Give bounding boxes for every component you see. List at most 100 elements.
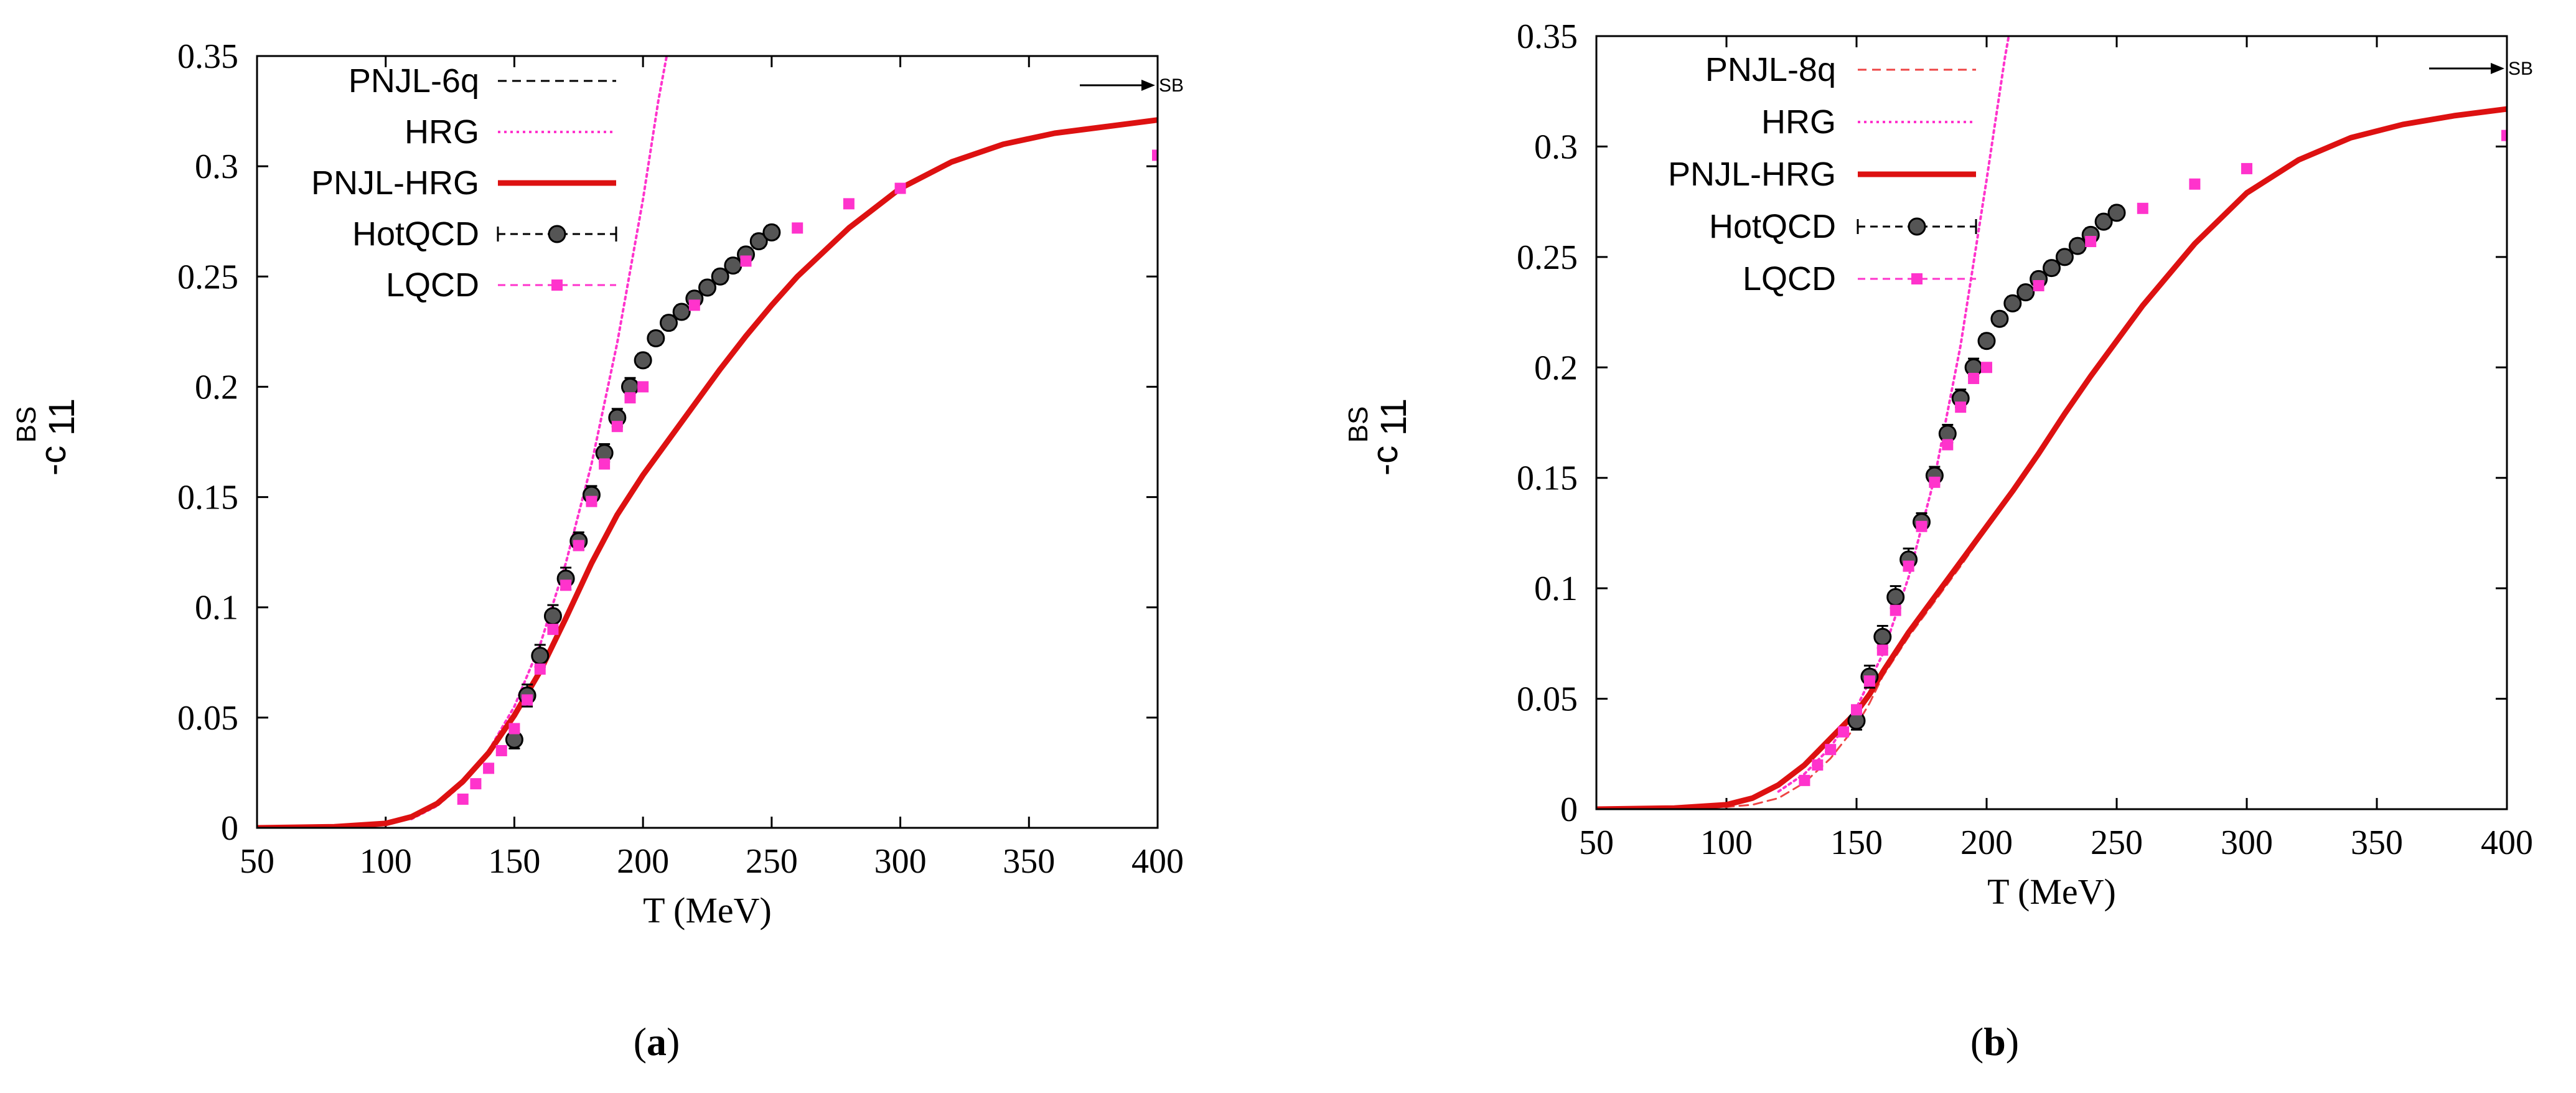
y-tick-label: 0.35 xyxy=(1517,17,1578,56)
point-hotqcd xyxy=(1990,309,2009,328)
x-tick-label: 150 xyxy=(488,842,540,881)
point-lqcd xyxy=(2033,279,2044,291)
y-tick-label: 0.15 xyxy=(177,479,238,517)
y-tick-label: 0.05 xyxy=(1517,680,1578,719)
caption-letter: a xyxy=(647,1020,667,1064)
point-lqcd xyxy=(1929,476,1941,488)
y-axis-label-superscript: BS xyxy=(11,406,42,443)
x-axis-label: T (MeV) xyxy=(643,890,772,931)
chart-panel-b: 50 100 150 200 250 300 350 400 0 0.05 0.1 0.15 0.2 0.… xyxy=(1343,17,2533,1064)
point-hotqcd xyxy=(2068,237,2087,255)
x-tick-label: 350 xyxy=(2351,823,2403,862)
point-lqcd xyxy=(508,723,520,734)
x-tick-label: 200 xyxy=(1960,823,2013,862)
point-lqcd xyxy=(1851,704,1862,716)
point-lqcd xyxy=(1890,604,1901,616)
point-hotqcd xyxy=(2003,294,2022,312)
panel-caption: (a) xyxy=(634,1020,680,1064)
y-tick-label: 0.1 xyxy=(1534,570,1578,608)
point-lqcd xyxy=(1152,149,1158,161)
point-hotqcd xyxy=(1977,332,1996,350)
series-line-hrg xyxy=(410,56,668,820)
legend-label: HRG xyxy=(1761,103,1836,141)
y-tick-label: 0.25 xyxy=(1517,238,1578,277)
y-tick-label: 0.05 xyxy=(177,699,238,738)
point-lqcd xyxy=(1863,675,1875,687)
plot-area xyxy=(257,56,1158,828)
point-lqcd xyxy=(740,255,752,267)
x-tick-label: 300 xyxy=(874,842,927,881)
point-lqcd xyxy=(1825,744,1837,756)
point-lqcd xyxy=(599,458,611,470)
y-axis-label-subscript: 11 xyxy=(42,398,82,436)
point-hotqcd xyxy=(749,232,768,251)
point-lqcd xyxy=(586,495,597,507)
legend-label: HRG xyxy=(405,113,479,151)
point-hotqcd xyxy=(659,314,678,332)
y-tick-label: 0.2 xyxy=(1534,349,1578,387)
point-lqcd xyxy=(1981,362,1992,373)
y-tick-label: 0.25 xyxy=(177,258,238,296)
caption-close: ) xyxy=(2006,1020,2019,1064)
point-lqcd xyxy=(495,745,507,756)
point-lqcd xyxy=(1799,774,1810,786)
x-tick-label: 50 xyxy=(240,842,274,881)
legend-label: PNJL-8q xyxy=(1705,51,1836,88)
point-lqcd xyxy=(611,421,623,433)
point-hotqcd xyxy=(698,278,716,297)
point-lqcd xyxy=(792,222,803,234)
caption-letter: b xyxy=(1984,1020,2006,1064)
point-hotqcd xyxy=(634,351,652,370)
plot-frame xyxy=(256,55,1159,829)
point-lqcd xyxy=(1876,644,1888,656)
y-tick-label: 0.3 xyxy=(195,148,238,186)
y-tick-label: 0.2 xyxy=(195,368,238,406)
legend-label: HotQCD xyxy=(1709,208,1836,245)
point-hotqcd xyxy=(762,223,781,242)
legend-label: PNJL-HRG xyxy=(1668,156,1836,193)
point-hotqcd xyxy=(2055,248,2074,266)
point-lqcd xyxy=(1838,726,1850,738)
sb-label: SB xyxy=(2508,59,2533,79)
legend-swatch-marker xyxy=(551,279,563,291)
x-tick-label: 150 xyxy=(1830,823,1883,862)
point-lqcd xyxy=(457,793,469,805)
x-axis-label: T (MeV) xyxy=(1987,871,2116,912)
legend-label: PNJL-HRG xyxy=(311,164,479,202)
point-lqcd xyxy=(2501,129,2507,141)
legend-label: LQCD xyxy=(1743,260,1836,298)
y-axis-label-main: -c xyxy=(33,446,73,476)
y-tick-label: 0 xyxy=(221,809,238,848)
point-hotqcd xyxy=(2043,259,2061,278)
series-line-pnjl-hrg xyxy=(257,117,1158,828)
legend-label: PNJL-6q xyxy=(349,62,479,100)
point-hotqcd xyxy=(1873,627,1892,646)
x-tick-label: 350 xyxy=(1003,842,1055,881)
x-tick-label: 400 xyxy=(2481,823,2533,862)
y-axis-label-main: -c xyxy=(1365,446,1405,476)
point-lqcd xyxy=(1968,373,1980,385)
y-tick-label: 0.3 xyxy=(1534,128,1578,166)
point-hotqcd xyxy=(2094,212,2113,231)
point-hotqcd xyxy=(531,647,550,665)
series-line-pnjl-hrg xyxy=(1596,106,2507,809)
x-tick-label: 400 xyxy=(1131,842,1184,881)
x-tick-label: 100 xyxy=(360,842,412,881)
point-lqcd xyxy=(470,778,482,790)
point-lqcd xyxy=(1955,401,1967,413)
point-lqcd xyxy=(637,381,649,393)
point-lqcd xyxy=(522,694,533,706)
y-tick-label: 0.1 xyxy=(195,589,238,627)
legend-swatch-marker xyxy=(1908,217,1926,236)
legend-label: LQCD xyxy=(386,266,479,304)
y-axis-label-subscript: 11 xyxy=(1374,398,1414,436)
y-tick-label: 0.35 xyxy=(177,37,238,76)
point-hotqcd xyxy=(1886,588,1905,606)
caption-open: ( xyxy=(1970,1020,1984,1064)
point-hotqcd xyxy=(2016,283,2035,302)
point-lqcd xyxy=(560,579,572,591)
point-lqcd xyxy=(1942,439,1954,451)
